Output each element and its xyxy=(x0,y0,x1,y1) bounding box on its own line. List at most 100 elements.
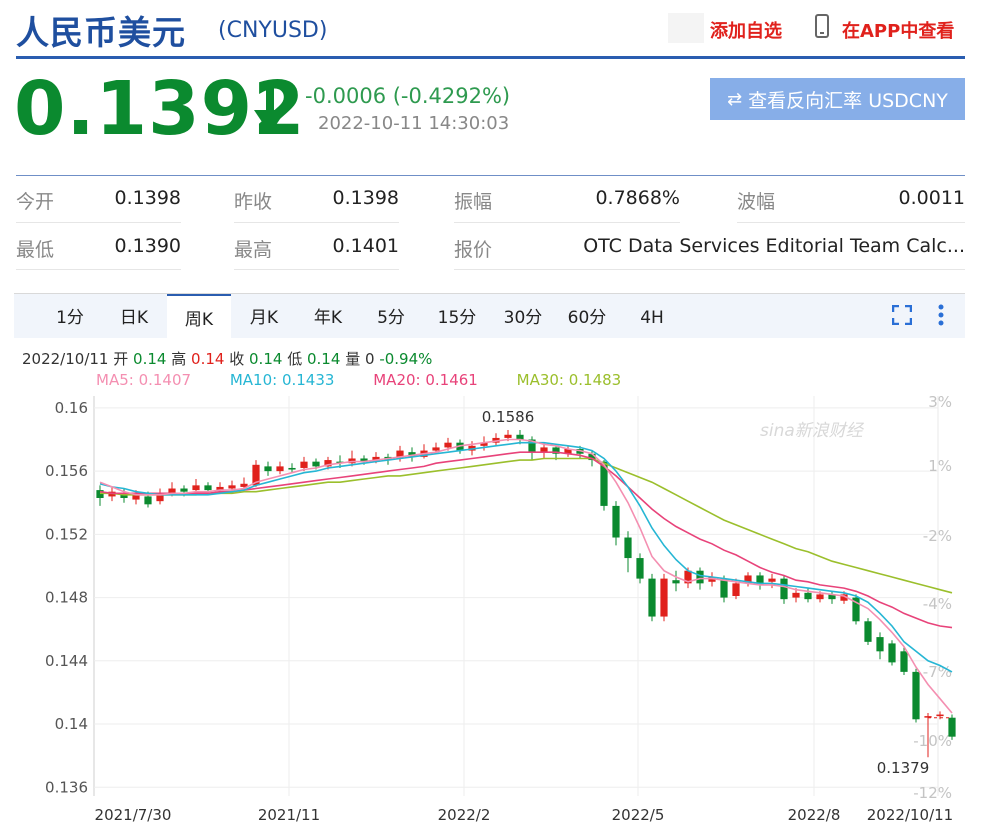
x-tick-label: 2022/2 xyxy=(438,806,491,824)
candle-body xyxy=(864,621,872,642)
ma20-legend: MA20: 0.1461 xyxy=(373,371,478,389)
tab-daily[interactable]: 日K xyxy=(119,308,149,328)
current-price: 0.1392 xyxy=(14,66,306,152)
candle-body xyxy=(672,580,680,584)
phone-icon xyxy=(815,14,829,38)
candle-body xyxy=(444,442,452,448)
candle-body xyxy=(732,583,740,596)
candle-body xyxy=(180,488,188,492)
candle-body xyxy=(480,442,488,446)
row-underline xyxy=(454,269,965,270)
candle-body xyxy=(432,447,440,451)
y-tick-label: 0.156 xyxy=(45,462,88,480)
ohlc-close: 0.14 xyxy=(249,350,283,368)
quote-source-label: 报价 xyxy=(454,239,493,261)
ohlc-high-label: 高 xyxy=(171,350,187,368)
candle-body xyxy=(204,485,212,491)
candle-body xyxy=(372,456,380,462)
symbol-code: (CNYUSD) xyxy=(218,18,328,43)
candle-body xyxy=(264,466,272,472)
candle-body xyxy=(276,466,284,472)
candle-body xyxy=(624,537,632,559)
candle-body xyxy=(216,486,224,491)
candle-body xyxy=(828,594,836,600)
fullscreen-icon[interactable] xyxy=(892,305,912,325)
open-value: 0.1398 xyxy=(114,187,181,209)
row-underline xyxy=(737,222,965,223)
ohlc-low-label: 低 xyxy=(287,350,303,368)
x-axis: 2021/7/30 2021/11 2022/2 2022/5 2022/8 2022/1… xyxy=(95,806,954,824)
tab-60min[interactable]: 60分 xyxy=(567,308,607,328)
candle-body xyxy=(132,494,140,500)
amplitude-value: 0.7868% xyxy=(595,187,680,209)
page-title: 人民币美元 xyxy=(16,13,186,52)
candle-body xyxy=(540,447,548,453)
y-axis: 0.16 0.156 0.152 0.148 0.144 0.14 0.136 xyxy=(45,399,88,796)
candle-body xyxy=(168,488,176,494)
y-right-tick-label: 3% xyxy=(928,393,952,411)
candle-body xyxy=(876,637,884,652)
x-tick-label: 2022/10/11 xyxy=(867,806,953,824)
reverse-rate-button[interactable]: ⇄ 查看反向汇率 USDCNY xyxy=(710,78,965,120)
y-right-tick-label: -12% xyxy=(913,784,952,802)
tab-4h[interactable]: 4H xyxy=(640,308,664,328)
tab-weekly[interactable]: 周K xyxy=(167,294,231,340)
ohlc-low: 0.14 xyxy=(307,350,341,368)
row-underline xyxy=(234,269,399,270)
candle-body xyxy=(696,570,704,584)
tab-1min[interactable]: 1分 xyxy=(56,308,84,328)
ma5-legend: MA5: 0.1407 xyxy=(96,371,192,389)
chart-panel xyxy=(14,293,965,825)
candle-body xyxy=(900,651,908,672)
wave-value: 0.0011 xyxy=(898,187,965,209)
watermark: sina新浪财经 xyxy=(760,421,865,441)
reverse-rate-label: 查看反向汇率 USDCNY xyxy=(748,89,948,112)
ma30-legend: MA30: 0.1483 xyxy=(516,371,622,389)
row-underline xyxy=(16,269,181,270)
y-tick-label: 0.144 xyxy=(45,652,88,670)
candle-body xyxy=(768,578,776,582)
tab-monthly[interactable]: 月K xyxy=(249,308,279,328)
ohlc-summary: 2022/10/11 开 0.14 高 0.14 收 0.14 低 0.14 量… xyxy=(22,348,432,369)
candle-body xyxy=(156,493,164,502)
candle-body xyxy=(300,461,308,468)
ma20-line xyxy=(99,451,953,629)
candle-body xyxy=(840,594,848,601)
candle-body xyxy=(324,460,332,467)
candle-body xyxy=(804,592,812,600)
max-price-label: 0.1586 xyxy=(482,408,535,426)
candle-body xyxy=(552,447,560,454)
candle-body xyxy=(720,578,728,598)
ohlc-date: 2022/10/11 xyxy=(22,350,109,368)
add-to-watchlist-button[interactable]: 添加自选 xyxy=(710,21,782,42)
candle-body xyxy=(240,483,248,487)
candle-body xyxy=(744,575,752,584)
low-value: 0.1390 xyxy=(114,235,181,257)
candle-body xyxy=(816,594,824,600)
tab-5min[interactable]: 5分 xyxy=(377,308,405,328)
tab-yearly[interactable]: 年K xyxy=(313,308,343,328)
candle-body xyxy=(660,578,668,617)
y-tick-label: 0.136 xyxy=(45,778,88,796)
ohlc-vol: 0 xyxy=(364,350,375,368)
y-tick-label: 0.14 xyxy=(55,715,88,733)
view-in-app-button[interactable]: 在APP中查看 xyxy=(842,21,955,42)
row-underline xyxy=(454,222,680,223)
candle-body xyxy=(192,485,200,491)
ohlc-close-label: 收 xyxy=(229,350,245,368)
stats-divider xyxy=(16,175,965,176)
candle-body xyxy=(144,496,152,505)
ohlc-vol-label: 量 xyxy=(345,350,361,368)
y-tick-label: 0.148 xyxy=(45,589,88,607)
tab-30min[interactable]: 30分 xyxy=(503,308,543,328)
ma-legend: MA5: 0.1407 MA10: 0.1433 MA20: 0.1461 MA… xyxy=(96,371,621,389)
tab-15min[interactable]: 15分 xyxy=(437,308,477,328)
y-right-tick-label: -2% xyxy=(923,527,952,545)
candlestick-chart[interactable]: 0.16 0.156 0.152 0.148 0.144 0.14 0.136 3% 1% -2… xyxy=(0,390,1000,824)
y-tick-label: 0.16 xyxy=(55,399,88,417)
annotations-layer: 0.1586 0.1379 xyxy=(482,408,952,777)
header-placeholder xyxy=(668,13,704,43)
more-vertical-icon[interactable] xyxy=(938,303,944,327)
candle-body xyxy=(312,461,320,467)
candle-body xyxy=(288,467,296,470)
